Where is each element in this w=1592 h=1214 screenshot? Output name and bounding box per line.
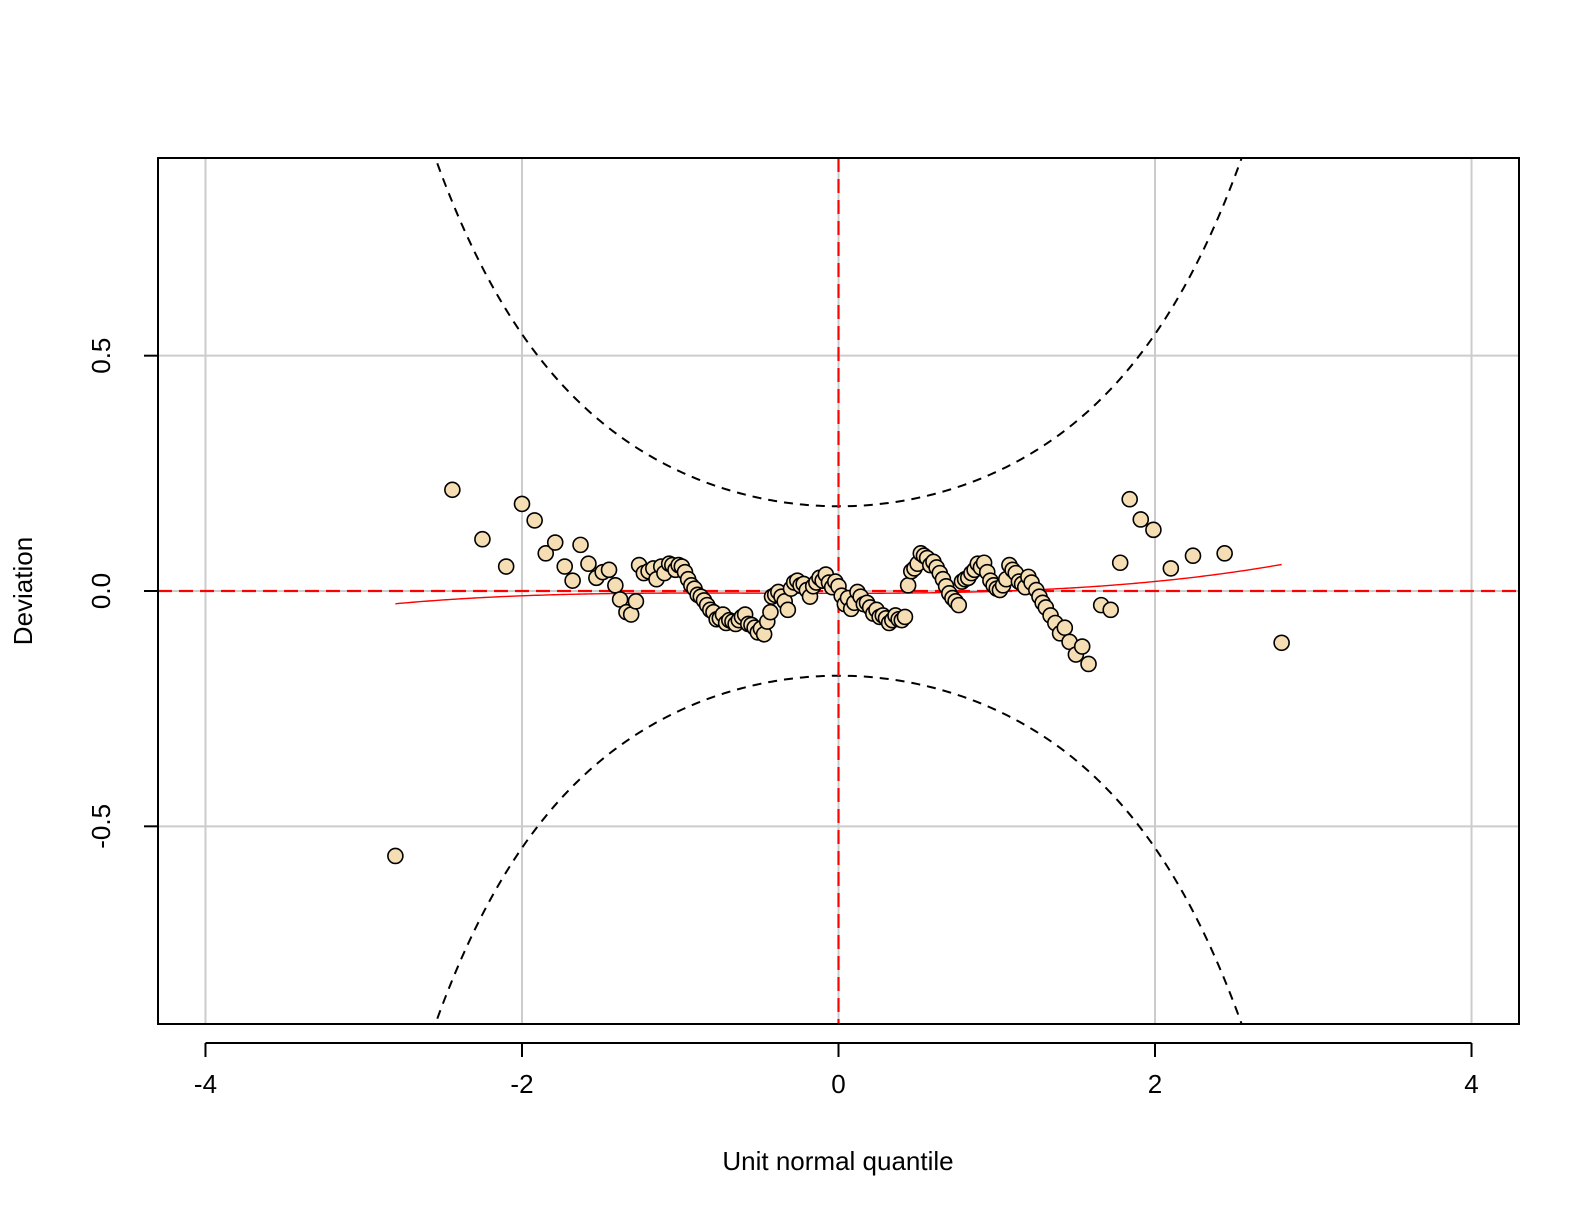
data-point — [1145, 521, 1162, 539]
data-point — [1111, 554, 1129, 572]
data-point — [1073, 638, 1091, 655]
data-point — [1132, 511, 1150, 528]
x-tick-label: 4 — [1464, 1069, 1478, 1099]
data-point — [572, 536, 589, 554]
data-point — [950, 596, 968, 614]
data-points — [387, 481, 1290, 865]
data-point — [779, 601, 797, 619]
y-tick-label: 0.5 — [86, 338, 116, 374]
x-tick-label: 0 — [831, 1069, 845, 1099]
y-axis: -0.5 0.0 0.5 — [86, 338, 158, 849]
data-point — [627, 593, 645, 610]
data-point — [1056, 619, 1074, 637]
data-point — [1184, 547, 1202, 565]
x-axis: -4 -2 0 2 4 — [194, 1042, 1479, 1099]
data-point — [896, 608, 914, 626]
data-point — [1216, 545, 1233, 562]
data-point — [474, 530, 491, 548]
data-point — [526, 512, 543, 529]
data-point — [1162, 560, 1180, 577]
data-point — [564, 572, 581, 589]
x-axis-label: Unit normal quantile — [722, 1146, 953, 1176]
data-point — [1080, 655, 1097, 673]
data-point — [497, 558, 515, 575]
y-tick-label: -0.5 — [86, 804, 116, 849]
data-point — [1121, 490, 1138, 508]
data-point — [580, 555, 597, 573]
data-point — [899, 577, 917, 594]
data-point — [600, 561, 618, 579]
x-tick-label: 2 — [1148, 1069, 1162, 1099]
data-point — [546, 534, 564, 551]
data-point — [1102, 601, 1119, 619]
y-axis-label: Deviation — [8, 537, 38, 645]
data-point — [556, 558, 574, 575]
data-point — [387, 847, 404, 865]
data-point — [762, 603, 779, 621]
data-point — [513, 495, 531, 513]
x-tick-label: -4 — [194, 1069, 217, 1099]
x-tick-label: -2 — [510, 1069, 533, 1099]
y-tick-label: 0.0 — [86, 573, 116, 609]
data-point — [444, 481, 461, 499]
data-point — [1273, 634, 1290, 652]
data-point — [607, 577, 624, 594]
data-point — [537, 545, 555, 562]
